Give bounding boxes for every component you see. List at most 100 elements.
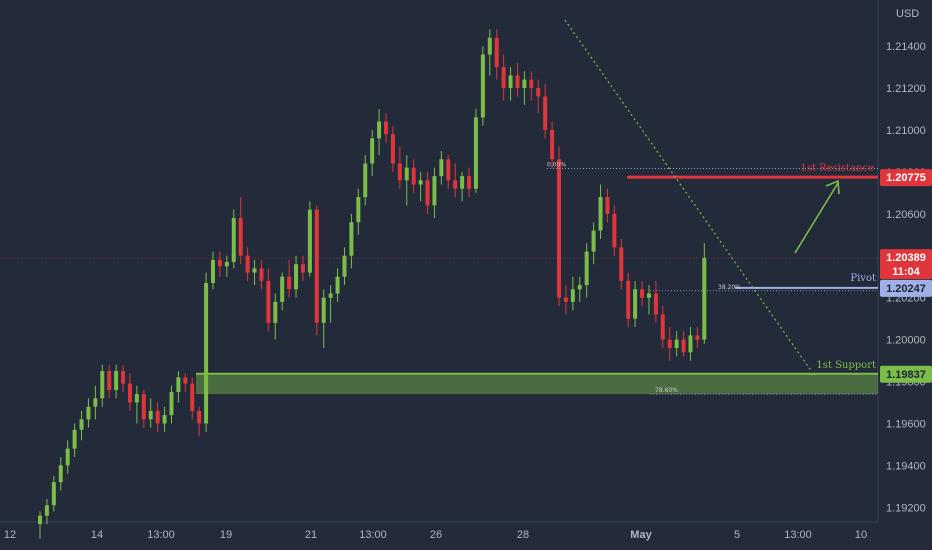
candle-up [577, 285, 582, 290]
candle-down [660, 314, 665, 340]
candle-down [155, 410, 160, 424]
candle-down [494, 37, 499, 68]
candle-up [51, 482, 56, 506]
pivot-label: Pivot [850, 273, 876, 284]
time-tick: 5 [734, 529, 740, 541]
candle-down [238, 218, 243, 256]
candle-up [363, 163, 368, 198]
candle-up [204, 283, 209, 424]
candle-down [543, 96, 548, 130]
candle-up [335, 276, 340, 294]
time-tick: 19 [220, 529, 232, 541]
time-ticks: 12 14 13:00 19 21 13:00 26 28 May 5 13:00 10 [4, 529, 867, 541]
candle-up [58, 465, 63, 483]
candle-down [501, 67, 506, 89]
candle-down [127, 383, 132, 403]
candle-down [245, 255, 250, 273]
candle-down [605, 197, 610, 214]
support-price-tag[interactable] [880, 365, 932, 383]
candle-down [626, 280, 631, 319]
currency-label: USD [896, 8, 919, 20]
candle-down [612, 213, 617, 248]
support-zone [196, 373, 878, 395]
time-tick: 13:00 [359, 529, 387, 541]
candle-up [321, 297, 326, 323]
candle-down [384, 121, 388, 135]
candle-down [695, 335, 700, 340]
candle-up [100, 371, 105, 399]
candle-up [633, 289, 638, 319]
candle-down [190, 383, 195, 411]
candle-up [134, 394, 139, 403]
support-price-tag-text: 1.19837 [886, 369, 926, 381]
candle-down [536, 88, 541, 97]
candle-up [418, 180, 423, 185]
fib-label: 78.60% [655, 387, 678, 394]
candle-up [342, 255, 347, 277]
candle-up [211, 259, 215, 284]
candle-up [148, 410, 153, 420]
time-tick: 21 [305, 529, 317, 541]
candle-down [266, 280, 271, 323]
candle-up [591, 230, 596, 252]
price-tick: 1.21200 [886, 83, 926, 95]
resistance-price-tag[interactable] [880, 169, 932, 187]
candle-up [86, 406, 91, 420]
candle-down [515, 75, 520, 89]
candle-down [681, 339, 686, 353]
candle-down [425, 180, 430, 206]
candle-down [259, 268, 264, 281]
candle-up [646, 293, 651, 298]
candle-up [522, 79, 527, 89]
price-tick: 1.20000 [886, 335, 926, 347]
candle-up [65, 448, 70, 466]
candle-up [328, 293, 333, 298]
time-tick: 26 [430, 529, 442, 541]
candle-up [370, 138, 375, 164]
candle-up [169, 392, 174, 416]
price-tick: 1.21000 [886, 125, 926, 137]
time-tick: 14 [91, 529, 103, 541]
candle-up [93, 398, 98, 407]
trend-line[interactable] [564, 19, 813, 373]
candle-up [432, 176, 437, 206]
candle-down [300, 264, 305, 273]
time-tick: 13:00 [784, 529, 812, 541]
candle-up [79, 419, 84, 430]
candle-up [598, 197, 603, 231]
candle-up [307, 209, 312, 273]
time-tick: 12 [4, 529, 16, 541]
candle-up [294, 264, 299, 290]
candle-up [224, 262, 229, 267]
candle-down [397, 163, 402, 181]
countdown-text: 11:04 [892, 266, 920, 278]
candle-up [487, 37, 492, 55]
candle-up [356, 197, 361, 223]
time-tick: 28 [517, 529, 529, 541]
candle-up [570, 289, 575, 302]
candle-down [529, 79, 534, 89]
candle-down [453, 180, 458, 189]
candle-up [349, 222, 354, 256]
candle-down [287, 276, 292, 290]
candle-up [231, 218, 236, 263]
candle-up [439, 159, 444, 177]
candle-down [667, 339, 672, 348]
resistance-label: 1st Resistance [800, 163, 874, 174]
candle-up [252, 268, 257, 273]
candle-down [653, 293, 658, 315]
price-tick: 1.19400 [886, 460, 926, 472]
candle-up [584, 251, 589, 286]
last-price-tag[interactable] [880, 249, 932, 280]
candle-down [107, 371, 112, 390]
price-tick: 1.20600 [886, 209, 926, 221]
candle-up [674, 339, 679, 348]
candle-down [467, 176, 472, 189]
pivot-price-tag[interactable] [880, 279, 932, 297]
candle-up [702, 257, 707, 340]
time-tick: 13:00 [147, 529, 175, 541]
candle-up [114, 371, 119, 390]
candle-down [121, 371, 126, 384]
